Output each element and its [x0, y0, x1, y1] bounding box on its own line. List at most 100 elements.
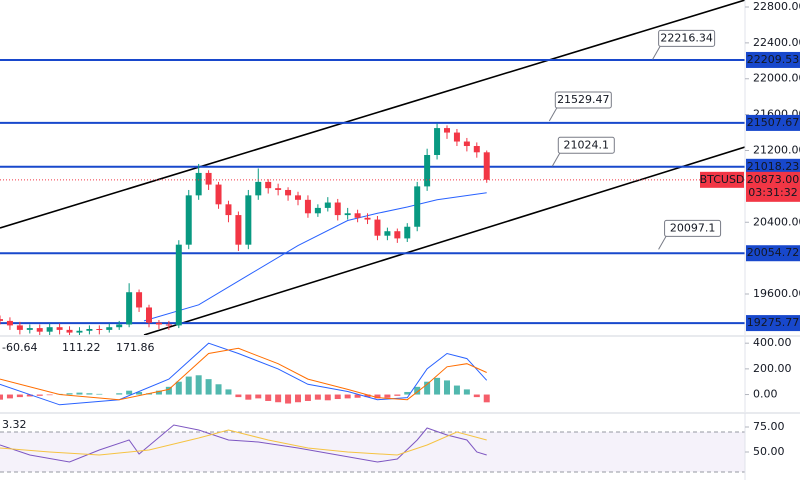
candle-body [453, 132, 460, 142]
trend-line [0, 0, 745, 229]
candle-body [275, 188, 282, 190]
histogram-bar [6, 394, 13, 399]
candle-body [265, 181, 272, 189]
last-price-label: 20873.00 [747, 173, 800, 186]
indicator-line [0, 347, 487, 401]
candle-body [483, 152, 490, 180]
histogram-bar [245, 394, 252, 400]
symbol-box [700, 171, 744, 188]
histogram-bar [126, 390, 133, 395]
candle-body [434, 128, 441, 155]
annotation-label: 21529.47 [557, 93, 610, 106]
candle-body [404, 226, 411, 239]
histogram-bar [76, 392, 83, 395]
candle-body [364, 217, 371, 220]
candle-body [185, 195, 192, 245]
histogram-bar [414, 386, 421, 395]
histogram-bar [404, 391, 411, 395]
y-tick-label: 20400.00 [753, 215, 800, 228]
annotation-label: 22216.34 [660, 31, 713, 44]
histogram-bar [215, 384, 222, 395]
histogram-bar [66, 393, 73, 395]
candle-body [36, 328, 43, 332]
histogram-bar [285, 394, 292, 404]
histogram-bar [136, 391, 143, 395]
y-tick-label: 400.00 [753, 336, 792, 349]
annotation-box [664, 219, 722, 237]
candle-body [175, 244, 182, 326]
candle-body [304, 199, 311, 214]
histogram-bar [46, 394, 53, 396]
rsi-band [0, 432, 745, 472]
histogram-bar [463, 389, 470, 395]
histogram-bar [324, 394, 331, 401]
histogram-bar [334, 394, 341, 400]
y-tick-label: 22400.00 [753, 36, 800, 49]
candle-body [6, 320, 13, 326]
moving-average [143, 192, 487, 322]
candle-body [225, 204, 232, 216]
histogram-bar [444, 380, 450, 395]
annotation-label: 21024.1 [564, 138, 610, 151]
y-tick-label: 200.00 [753, 362, 792, 375]
candle-body [26, 328, 33, 330]
legend-value: 3.32 [2, 418, 27, 431]
candle-body [473, 146, 480, 153]
histogram-bar [195, 375, 202, 395]
histogram-bar [96, 393, 103, 395]
histogram-bar [225, 389, 232, 395]
indicator-line [0, 342, 488, 406]
candle-body [344, 213, 351, 216]
histogram-bar [255, 394, 262, 399]
candle-body [463, 141, 470, 147]
level-label-box [746, 245, 800, 262]
histogram-bar [483, 394, 490, 403]
candle-body [334, 202, 341, 216]
candle-body [126, 292, 133, 325]
level-label-box [746, 51, 800, 68]
histogram-bar [314, 394, 321, 400]
y-tick-label: 50.00 [753, 445, 785, 458]
level-label: 22209.53 [747, 53, 800, 66]
annotation-pointer [652, 45, 662, 60]
histogram-bar [453, 385, 460, 395]
histogram-bar [424, 381, 431, 395]
y-tick-label: 0.00 [753, 388, 778, 401]
candle-body [0, 319, 3, 321]
histogram-bar [165, 386, 172, 395]
y-tick-label: 22800.00 [753, 0, 800, 13]
y-tick-label: 21200.00 [753, 144, 800, 157]
histogram-bar [116, 393, 123, 395]
annotation-label: 20097.1 [670, 221, 716, 234]
histogram-bar [185, 376, 192, 395]
histogram-bar [434, 377, 441, 395]
candle-body [136, 292, 143, 308]
histogram-bar [16, 394, 23, 398]
candle-body [424, 154, 431, 187]
pane: 75.00 50.00 3.32 [0, 412, 800, 480]
indicator-line [0, 429, 487, 456]
candle-body [76, 330, 83, 333]
histogram-bar [155, 390, 162, 395]
histogram-bar [175, 381, 182, 395]
annotation-pointer [658, 235, 668, 250]
histogram-bar [394, 394, 401, 396]
histogram-bar [235, 394, 242, 398]
histogram-bar [344, 394, 351, 399]
histogram-bar [304, 394, 311, 401]
level-label-box [746, 158, 800, 175]
legend-value: 171.86 [116, 341, 155, 354]
candle-body [245, 195, 252, 245]
candle-body [195, 172, 202, 196]
candle-body [86, 328, 93, 331]
y-tick-label: 75.00 [753, 420, 785, 433]
trend-line [143, 146, 745, 335]
histogram-bar [265, 394, 272, 401]
candle-body [354, 213, 361, 218]
y-tick-label: 22000.00 [753, 72, 800, 85]
candle-body [155, 322, 162, 325]
histogram-bar [26, 394, 33, 397]
pane: 400.00 200.00 0.00 -60.64 111.22 171.86 [0, 335, 800, 412]
histogram-bar [0, 394, 3, 400]
